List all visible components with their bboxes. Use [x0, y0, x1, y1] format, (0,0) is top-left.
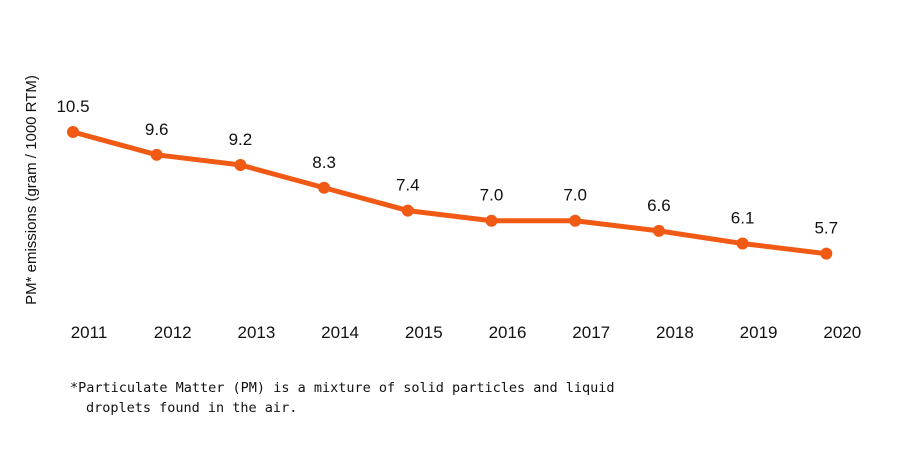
data-point — [736, 237, 749, 250]
x-tick-label: 2013 — [237, 323, 275, 342]
footnote-line-2: droplets found in the air. — [86, 400, 298, 416]
x-tick-label: 2016 — [489, 323, 527, 342]
data-label: 6.6 — [647, 196, 671, 215]
x-tick-label: 2015 — [405, 323, 443, 342]
y-axis-label: PM* emissions (gram / 1000 RTM) — [23, 75, 40, 305]
data-point — [820, 247, 833, 260]
data-label: 7.0 — [480, 186, 504, 205]
data-point — [485, 214, 498, 227]
x-tick-label: 2020 — [823, 323, 861, 342]
data-point — [401, 204, 414, 217]
series-line — [70, 129, 829, 257]
data-label: 9.6 — [145, 120, 169, 139]
x-tick-label: 2018 — [656, 323, 694, 342]
x-tick-label: 2011 — [71, 323, 108, 342]
x-tick-label: 2019 — [740, 323, 778, 342]
footnote-line-1: *Particulate Matter (PM) is a mixture of… — [70, 380, 615, 396]
x-tick-label: 2012 — [154, 323, 192, 342]
data-label: 6.1 — [731, 209, 755, 228]
data-point — [318, 181, 331, 194]
data-label: 5.7 — [814, 219, 838, 238]
data-label: 10.5 — [56, 97, 89, 116]
data-point — [652, 224, 665, 237]
data-label: 8.3 — [312, 153, 336, 172]
data-point — [569, 214, 582, 227]
data-point — [234, 158, 247, 171]
data-label: 7.4 — [396, 176, 420, 195]
x-tick-label: 2014 — [321, 323, 359, 342]
data-point — [150, 148, 163, 161]
data-point — [67, 126, 79, 138]
x-tick-label: 2017 — [572, 323, 610, 342]
data-label: 7.0 — [563, 186, 587, 205]
footnote: *Particulate Matter (PM) is a mixture of… — [70, 378, 615, 418]
data-label: 9.2 — [229, 130, 253, 149]
